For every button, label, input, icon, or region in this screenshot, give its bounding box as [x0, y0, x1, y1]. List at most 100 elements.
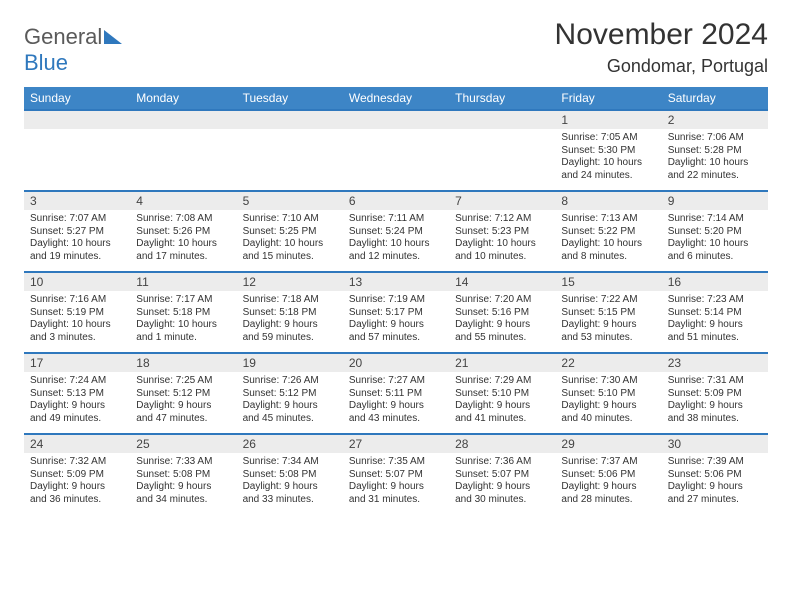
day-number: 28	[449, 435, 555, 453]
day-detail-line: and 3 minutes.	[30, 332, 124, 345]
day-number: 22	[555, 354, 661, 372]
day-detail-line: Daylight: 9 hours	[136, 400, 230, 413]
day-cell: Sunrise: 7:13 AMSunset: 5:22 PMDaylight:…	[555, 210, 661, 271]
day-detail-line: Daylight: 9 hours	[243, 400, 337, 413]
day-detail-line: Sunrise: 7:34 AM	[243, 456, 337, 469]
day-detail-line: and 22 minutes.	[668, 170, 762, 183]
day-detail-line: Sunrise: 7:39 AM	[668, 456, 762, 469]
day-cell	[449, 129, 555, 190]
day-number	[449, 111, 555, 129]
day-cell: Sunrise: 7:39 AMSunset: 5:06 PMDaylight:…	[662, 453, 768, 514]
calendar-week: 3456789Sunrise: 7:07 AMSunset: 5:27 PMDa…	[24, 190, 768, 271]
day-detail-line: Daylight: 9 hours	[349, 319, 443, 332]
day-cell: Sunrise: 7:12 AMSunset: 5:23 PMDaylight:…	[449, 210, 555, 271]
day-number: 8	[555, 192, 661, 210]
calendar-week: 10111213141516Sunrise: 7:16 AMSunset: 5:…	[24, 271, 768, 352]
day-detail-line: and 15 minutes.	[243, 251, 337, 264]
day-detail-line: Sunset: 5:11 PM	[349, 388, 443, 401]
day-detail-line: and 17 minutes.	[136, 251, 230, 264]
day-cell: Sunrise: 7:11 AMSunset: 5:24 PMDaylight:…	[343, 210, 449, 271]
day-cell	[343, 129, 449, 190]
day-detail-line: Daylight: 9 hours	[561, 319, 655, 332]
day-number	[343, 111, 449, 129]
day-detail-line: Sunrise: 7:12 AM	[455, 213, 549, 226]
day-detail-line: and 38 minutes.	[668, 413, 762, 426]
day-number: 9	[662, 192, 768, 210]
day-number: 20	[343, 354, 449, 372]
day-detail-line: Daylight: 10 hours	[561, 157, 655, 170]
day-number: 11	[130, 273, 236, 291]
day-detail-line: and 30 minutes.	[455, 494, 549, 507]
day-number: 24	[24, 435, 130, 453]
day-number	[24, 111, 130, 129]
day-number: 18	[130, 354, 236, 372]
page-subtitle: Gondomar, Portugal	[555, 56, 768, 77]
day-detail-line: Sunset: 5:24 PM	[349, 226, 443, 239]
day-number: 2	[662, 111, 768, 129]
calendar: SundayMondayTuesdayWednesdayThursdayFrid…	[24, 87, 768, 514]
logo: General Blue	[24, 24, 122, 76]
day-detail-line: Daylight: 9 hours	[668, 481, 762, 494]
day-cell: Sunrise: 7:16 AMSunset: 5:19 PMDaylight:…	[24, 291, 130, 352]
day-detail-line: and 53 minutes.	[561, 332, 655, 345]
day-number: 30	[662, 435, 768, 453]
day-detail-line: Sunset: 5:20 PM	[668, 226, 762, 239]
day-detail-line: Daylight: 9 hours	[349, 481, 443, 494]
header: General Blue November 2024 Gondomar, Por…	[24, 18, 768, 77]
day-detail-line: and 31 minutes.	[349, 494, 443, 507]
day-cell: Sunrise: 7:25 AMSunset: 5:12 PMDaylight:…	[130, 372, 236, 433]
day-number: 27	[343, 435, 449, 453]
day-number: 15	[555, 273, 661, 291]
day-detail-line: Sunrise: 7:24 AM	[30, 375, 124, 388]
day-detail-line: Sunrise: 7:33 AM	[136, 456, 230, 469]
day-detail-line: and 41 minutes.	[455, 413, 549, 426]
day-number: 7	[449, 192, 555, 210]
day-detail-line: and 27 minutes.	[668, 494, 762, 507]
logo-triangle-icon	[104, 30, 122, 44]
day-cell: Sunrise: 7:18 AMSunset: 5:18 PMDaylight:…	[237, 291, 343, 352]
day-cell: Sunrise: 7:29 AMSunset: 5:10 PMDaylight:…	[449, 372, 555, 433]
day-number: 3	[24, 192, 130, 210]
day-detail-line: Daylight: 9 hours	[561, 481, 655, 494]
day-number	[130, 111, 236, 129]
weekday-header: Tuesday	[237, 87, 343, 109]
day-cell: Sunrise: 7:08 AMSunset: 5:26 PMDaylight:…	[130, 210, 236, 271]
day-detail-line: Sunset: 5:10 PM	[455, 388, 549, 401]
day-number: 10	[24, 273, 130, 291]
weekday-header: Wednesday	[343, 87, 449, 109]
day-detail-line: Sunset: 5:14 PM	[668, 307, 762, 320]
day-detail-line: Sunset: 5:09 PM	[668, 388, 762, 401]
weekday-header-row: SundayMondayTuesdayWednesdayThursdayFrid…	[24, 87, 768, 109]
day-detail-line: and 59 minutes.	[243, 332, 337, 345]
day-detail-line: Sunrise: 7:20 AM	[455, 294, 549, 307]
day-detail-line: Sunset: 5:19 PM	[30, 307, 124, 320]
day-number: 16	[662, 273, 768, 291]
day-cell: Sunrise: 7:35 AMSunset: 5:07 PMDaylight:…	[343, 453, 449, 514]
day-detail-line: and 10 minutes.	[455, 251, 549, 264]
day-cell: Sunrise: 7:36 AMSunset: 5:07 PMDaylight:…	[449, 453, 555, 514]
day-detail-line: and 8 minutes.	[561, 251, 655, 264]
day-number: 5	[237, 192, 343, 210]
day-cell: Sunrise: 7:34 AMSunset: 5:08 PMDaylight:…	[237, 453, 343, 514]
day-number: 29	[555, 435, 661, 453]
day-detail-line: Sunrise: 7:05 AM	[561, 132, 655, 145]
day-detail-line: Sunrise: 7:31 AM	[668, 375, 762, 388]
day-detail-line: and 6 minutes.	[668, 251, 762, 264]
day-detail-line: and 47 minutes.	[136, 413, 230, 426]
day-number: 17	[24, 354, 130, 372]
day-detail-line: and 33 minutes.	[243, 494, 337, 507]
day-number: 14	[449, 273, 555, 291]
day-detail-line: Sunset: 5:06 PM	[561, 469, 655, 482]
day-detail-line: Daylight: 10 hours	[561, 238, 655, 251]
day-detail-line: Sunset: 5:22 PM	[561, 226, 655, 239]
day-detail-line: Daylight: 10 hours	[30, 319, 124, 332]
day-number: 12	[237, 273, 343, 291]
day-detail-line: and 49 minutes.	[30, 413, 124, 426]
weekday-header: Thursday	[449, 87, 555, 109]
day-detail-line: Sunrise: 7:14 AM	[668, 213, 762, 226]
day-detail-line: Daylight: 9 hours	[136, 481, 230, 494]
day-detail-line: and 24 minutes.	[561, 170, 655, 183]
day-detail-line: and 1 minute.	[136, 332, 230, 345]
day-detail-line: Sunrise: 7:37 AM	[561, 456, 655, 469]
day-detail-line: Sunrise: 7:36 AM	[455, 456, 549, 469]
